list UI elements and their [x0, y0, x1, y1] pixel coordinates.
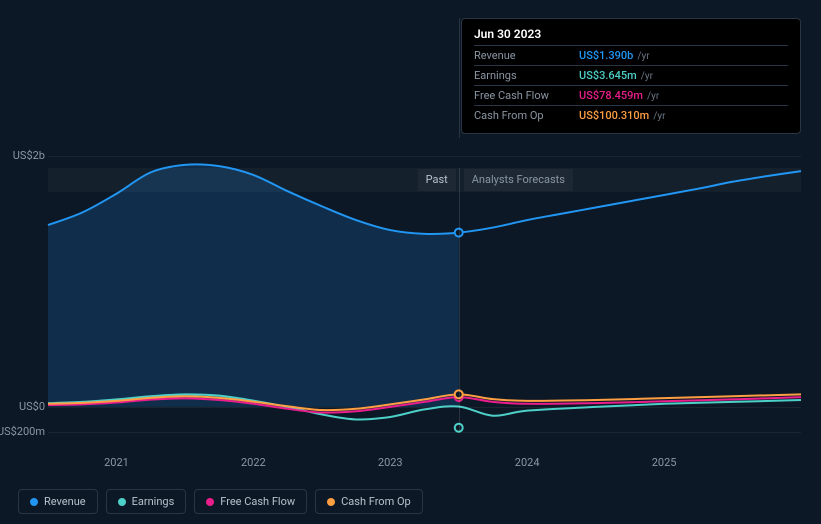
tooltip-unit: /yr [641, 71, 653, 82]
revenue-area [48, 164, 459, 407]
legend-label: Earnings [132, 495, 175, 508]
legend-label: Cash From Op [341, 495, 411, 508]
legend-dot-icon [118, 498, 126, 506]
tooltip-value: US$78.459m [579, 89, 643, 102]
tooltip-key: Free Cash Flow [474, 89, 579, 102]
legend-item-revenue[interactable]: Revenue [18, 489, 98, 514]
legend-item-cfo[interactable]: Cash From Op [315, 489, 423, 514]
tooltip-key: Revenue [474, 49, 579, 62]
tooltip-unit: /yr [653, 111, 665, 122]
y-axis-label: US$2b [0, 149, 45, 162]
tooltip-unit: /yr [637, 51, 649, 62]
tooltip-value: US$1.390b [579, 49, 633, 62]
tooltip-key: Cash From Op [474, 109, 579, 122]
legend-dot-icon [30, 498, 38, 506]
tooltip-unit: /yr [647, 91, 659, 102]
tooltip-date: Jun 30 2023 [474, 27, 788, 45]
y-axis-label: US$0 [0, 400, 45, 413]
tooltip-row: Cash From OpUS$100.310m/yr [474, 105, 788, 125]
x-axis-label: 2021 [91, 456, 141, 469]
tooltip-row: RevenueUS$1.390b/yr [474, 45, 788, 65]
x-axis-label: 2022 [228, 456, 278, 469]
legend: Revenue Earnings Free Cash Flow Cash From O… [18, 489, 423, 514]
y-axis-label: -US$200m [0, 425, 45, 438]
forecasts-label: Analysts Forecasts [464, 169, 573, 191]
legend-dot-icon [206, 498, 214, 506]
past-label: Past [418, 169, 456, 191]
chart-tooltip: Jun 30 2023 RevenueUS$1.390b/yrEarningsU… [461, 18, 801, 134]
legend-dot-icon [327, 498, 335, 506]
legend-label: Revenue [44, 495, 86, 508]
tooltip-marker-line [459, 18, 460, 138]
tooltip-row: Free Cash FlowUS$78.459m/yr [474, 85, 788, 105]
tooltip-key: Earnings [474, 69, 579, 82]
legend-item-earnings[interactable]: Earnings [106, 489, 187, 514]
legend-item-fcf[interactable]: Free Cash Flow [194, 489, 307, 514]
financials-chart: US$2bUS$0-US$200m PastAnalysts Forecasts… [18, 18, 803, 506]
tooltip-row: EarningsUS$3.645m/yr [474, 65, 788, 85]
legend-label: Free Cash Flow [220, 495, 295, 508]
tooltip-value: US$3.645m [579, 69, 637, 82]
tooltip-value: US$100.310m [579, 109, 649, 122]
x-axis-label: 2024 [502, 456, 552, 469]
past-future-divider [459, 168, 460, 432]
x-axis-label: 2025 [639, 456, 689, 469]
x-axis-label: 2023 [365, 456, 415, 469]
